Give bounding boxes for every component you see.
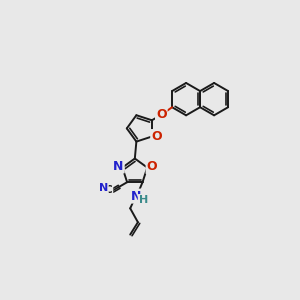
Text: O: O (151, 130, 162, 143)
Text: O: O (156, 108, 166, 122)
Text: O: O (147, 160, 157, 173)
Text: N: N (99, 183, 108, 194)
Text: H: H (139, 195, 148, 205)
Text: C: C (105, 185, 112, 195)
Text: N: N (113, 160, 124, 172)
Text: N: N (131, 190, 142, 202)
